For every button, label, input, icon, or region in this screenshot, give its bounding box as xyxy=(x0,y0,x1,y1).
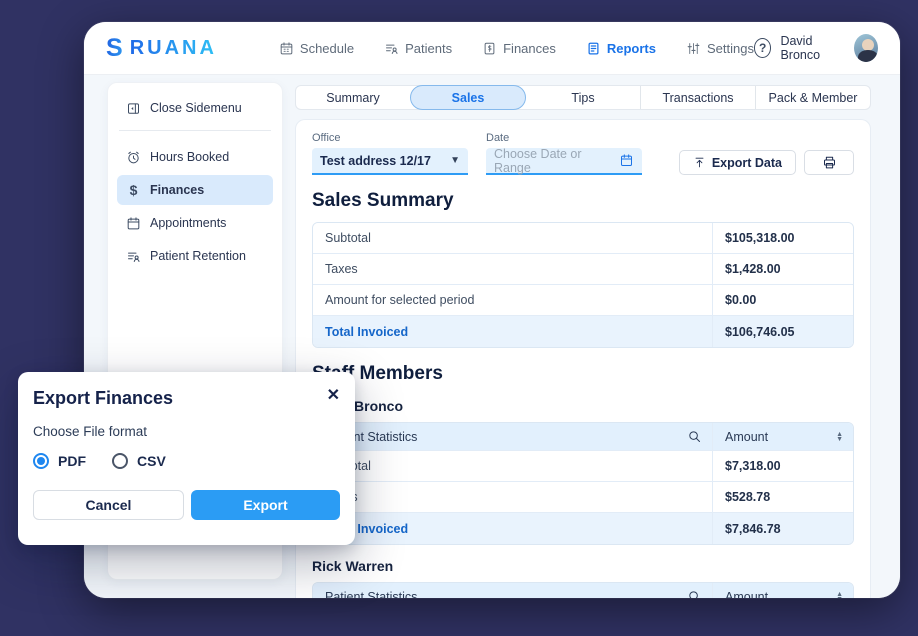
format-options: PDF CSV xyxy=(33,453,340,469)
radio-selected-icon xyxy=(33,453,49,469)
table-row: Amount for selected period $0.00 xyxy=(313,285,853,316)
main-area: Summary Sales Tips Transactions Pack & M… xyxy=(295,85,871,598)
report-tabs: Summary Sales Tips Transactions Pack & M… xyxy=(295,85,871,110)
office-label: Office xyxy=(312,132,341,144)
radio-unselected-icon xyxy=(112,453,128,469)
nav-item-reports[interactable]: Reports xyxy=(586,41,656,56)
invoice-icon xyxy=(484,42,495,54)
date-label: Date xyxy=(486,132,510,144)
filter-bar: Office Test address 12/17 ▼ Date Choose … xyxy=(312,132,854,175)
nav-item-schedule[interactable]: Schedule xyxy=(279,41,354,56)
staff-member-name: Rick Warren xyxy=(312,558,394,574)
main-nav: Schedule Patients Finances Reports Setti… xyxy=(279,41,754,56)
user-avatar[interactable] xyxy=(853,34,878,62)
cancel-button[interactable]: Cancel xyxy=(33,490,184,520)
sliders-icon xyxy=(687,42,700,54)
calendar-icon xyxy=(280,41,293,54)
chevron-down-icon: ▼ xyxy=(450,155,460,166)
user-name: David Bronco xyxy=(780,34,821,62)
sidebar-item-hours-booked[interactable]: Hours Booked xyxy=(117,142,273,172)
sort-icon[interactable]: ▲▼ xyxy=(836,590,843,599)
tab-sales[interactable]: Sales xyxy=(410,85,526,110)
sort-icon[interactable]: ▲▼ xyxy=(836,430,843,443)
report-icon xyxy=(588,42,599,54)
sidebar-item-appointments[interactable]: Appointments xyxy=(117,208,273,238)
app-window: S RUANA Schedule Patients Finances Repor… xyxy=(84,22,900,598)
table-row: Subtotal $7,318.00 xyxy=(313,451,853,482)
nav-item-settings[interactable]: Settings xyxy=(686,41,754,56)
tab-tips[interactable]: Tips xyxy=(571,90,595,105)
date-input[interactable]: Choose Date or Range xyxy=(486,147,642,175)
table-row: Taxes $1,428.00 xyxy=(313,254,853,285)
table-row: Taxes $528.78 xyxy=(313,482,853,513)
nav-item-finances[interactable]: Finances xyxy=(482,41,556,56)
brand-logo[interactable]: S RUANA xyxy=(106,33,217,62)
dollar-icon: $ xyxy=(129,182,138,198)
export-finances-modal: Export Finances ✕ Choose File format PDF… xyxy=(18,372,355,545)
top-header: S RUANA Schedule Patients Finances Repor… xyxy=(84,22,900,75)
user-box: ? David Bronco xyxy=(753,34,878,62)
staff-table-header: Patient Statistics Amount ▲▼ xyxy=(313,583,853,598)
modal-header: Export Finances ✕ xyxy=(33,388,340,409)
staff-members-title: Staff Members xyxy=(312,363,443,384)
patient-list-icon xyxy=(128,252,140,262)
patients-icon xyxy=(386,44,398,54)
export-data-button[interactable]: Export Data xyxy=(678,150,796,175)
calendar-icon xyxy=(127,216,140,229)
staff-member-name: David Bronco xyxy=(312,398,404,414)
tab-summary[interactable]: Summary xyxy=(326,90,380,105)
sidebar-item-finances[interactable]: $ Finances xyxy=(117,175,273,205)
close-icon[interactable]: ✕ xyxy=(326,387,340,404)
help-icon[interactable]: ? xyxy=(753,38,772,58)
modal-actions: Cancel Export xyxy=(33,490,340,520)
sales-summary-table: Subtotal $105,318.00 Taxes $1,428.00 Amo… xyxy=(312,222,854,348)
search-icon[interactable] xyxy=(687,429,702,444)
staff-table-david-bronco: Patient Statistics Amount ▲▼ Subtotal $7… xyxy=(312,422,854,545)
sidebar-divider xyxy=(119,130,271,131)
tab-pack-member[interactable]: Pack & Member xyxy=(755,86,870,109)
total-invoiced-row: Total Invoiced $7,846.78 xyxy=(313,513,853,544)
search-icon[interactable] xyxy=(687,589,702,598)
radio-pdf[interactable]: PDF xyxy=(33,453,86,469)
collapse-sidebar-icon xyxy=(128,102,139,114)
staff-table-header: Patient Statistics Amount ▲▼ xyxy=(313,423,853,451)
sidebar-item-patient-retention[interactable]: Patient Retention xyxy=(117,241,273,271)
table-row: Subtotal $105,318.00 xyxy=(313,223,853,254)
brand-logo-icon: S xyxy=(106,33,123,62)
alarm-clock-icon xyxy=(128,151,139,163)
sales-content-card: Office Test address 12/17 ▼ Date Choose … xyxy=(295,119,871,598)
brand-name: RUANA xyxy=(129,36,217,59)
staff-table-rick-warren: Patient Statistics Amount ▲▼ xyxy=(312,582,854,598)
sales-summary-title: Sales Summary xyxy=(312,190,454,211)
total-invoiced-row: Total Invoiced $106,746.05 xyxy=(313,316,853,347)
app-body: Close Sidemenu Hours Booked $ Finances A… xyxy=(84,75,900,598)
upload-icon xyxy=(695,157,704,168)
printer-icon xyxy=(823,156,835,169)
calendar-icon xyxy=(621,154,632,166)
radio-csv[interactable]: CSV xyxy=(112,453,166,469)
export-button[interactable]: Export xyxy=(191,490,340,520)
office-select[interactable]: Test address 12/17 ▼ xyxy=(312,148,468,175)
filter-actions: Export Data xyxy=(678,150,854,175)
tab-transactions[interactable]: Transactions xyxy=(640,86,755,109)
close-sidemenu-button[interactable]: Close Sidemenu xyxy=(117,93,273,123)
nav-item-patients[interactable]: Patients xyxy=(384,41,452,56)
modal-title: Export Finances xyxy=(33,388,174,408)
office-field: Office Test address 12/17 ▼ xyxy=(312,132,468,175)
date-field: Date Choose Date or Range xyxy=(486,132,642,175)
print-button[interactable] xyxy=(804,150,854,175)
choose-format-label: Choose File format xyxy=(33,424,148,439)
